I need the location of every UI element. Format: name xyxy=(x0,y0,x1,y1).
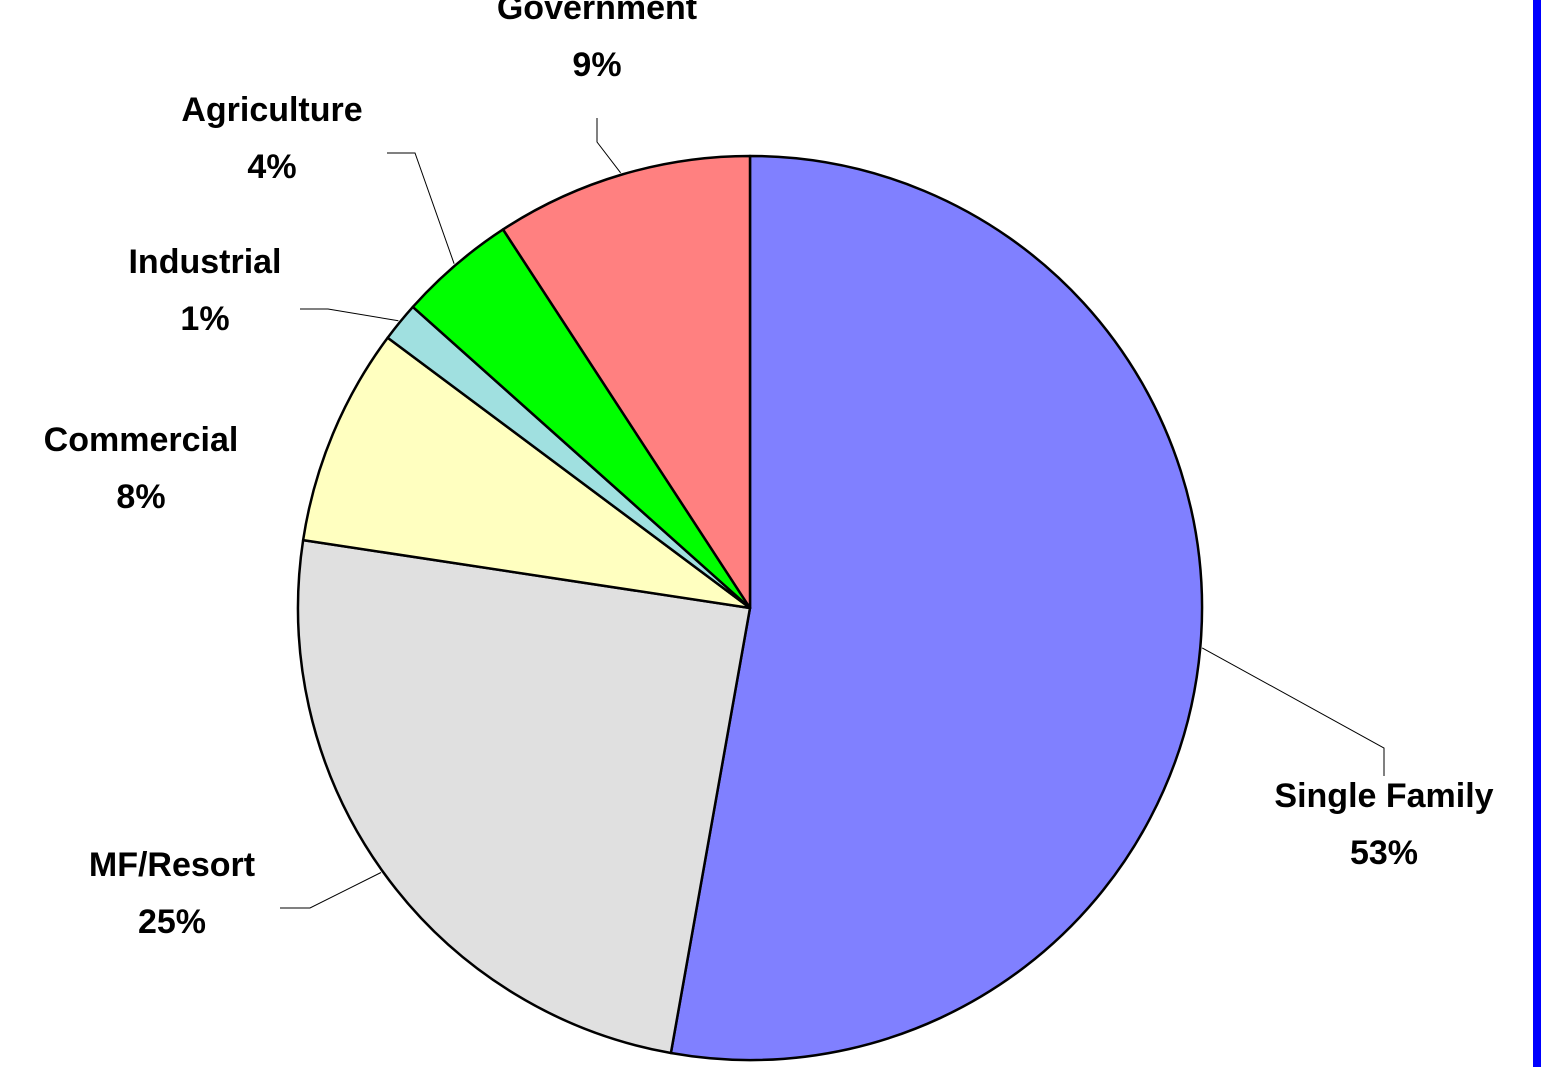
slice-category-label: Single Family xyxy=(1274,777,1493,815)
slice-percent-label: 1% xyxy=(180,300,229,338)
slice-category-label: MF/Resort xyxy=(89,846,255,884)
pie-slices xyxy=(296,154,1204,1062)
leader-line xyxy=(300,308,399,322)
slice-category-label: Government xyxy=(497,0,697,27)
pie-slice-government xyxy=(501,154,752,610)
slice-category-label: Commercial xyxy=(44,421,239,459)
leader-line xyxy=(387,152,455,264)
right-edge-bar xyxy=(1533,0,1541,1067)
slice-percent-label: 9% xyxy=(572,46,621,84)
slice-percent-label: 8% xyxy=(116,478,165,516)
leader-line xyxy=(280,872,382,909)
slice-percent-label: 53% xyxy=(1350,834,1418,872)
leader-line xyxy=(596,118,621,174)
pie-slice-mf-resort xyxy=(296,538,752,1055)
leader-line xyxy=(1201,647,1385,776)
slice-percent-label: 4% xyxy=(247,148,296,186)
data-labels: Single Family 53% MF/Resort 25% Commercial 8%… xyxy=(44,0,1494,941)
leader-lines xyxy=(280,118,1385,909)
slice-category-label: Industrial xyxy=(128,243,281,281)
pie-slice-single-family xyxy=(669,154,1204,1062)
slice-percent-label: 25% xyxy=(138,903,206,941)
pie-slice-commercial xyxy=(301,336,752,610)
slice-category-label: Agriculture xyxy=(181,91,362,129)
